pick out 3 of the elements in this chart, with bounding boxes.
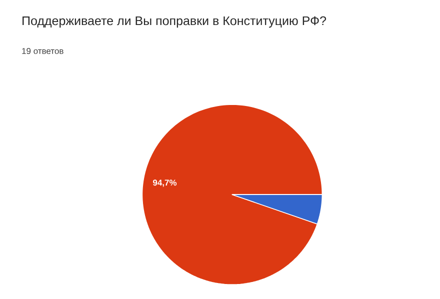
chart-title: Поддерживаете ли Вы поправки в Конституцию РФ?	[22, 16, 326, 28]
text: 19 ответов	[22, 48, 64, 54]
data-label: 94,7%	[152, 180, 177, 187]
